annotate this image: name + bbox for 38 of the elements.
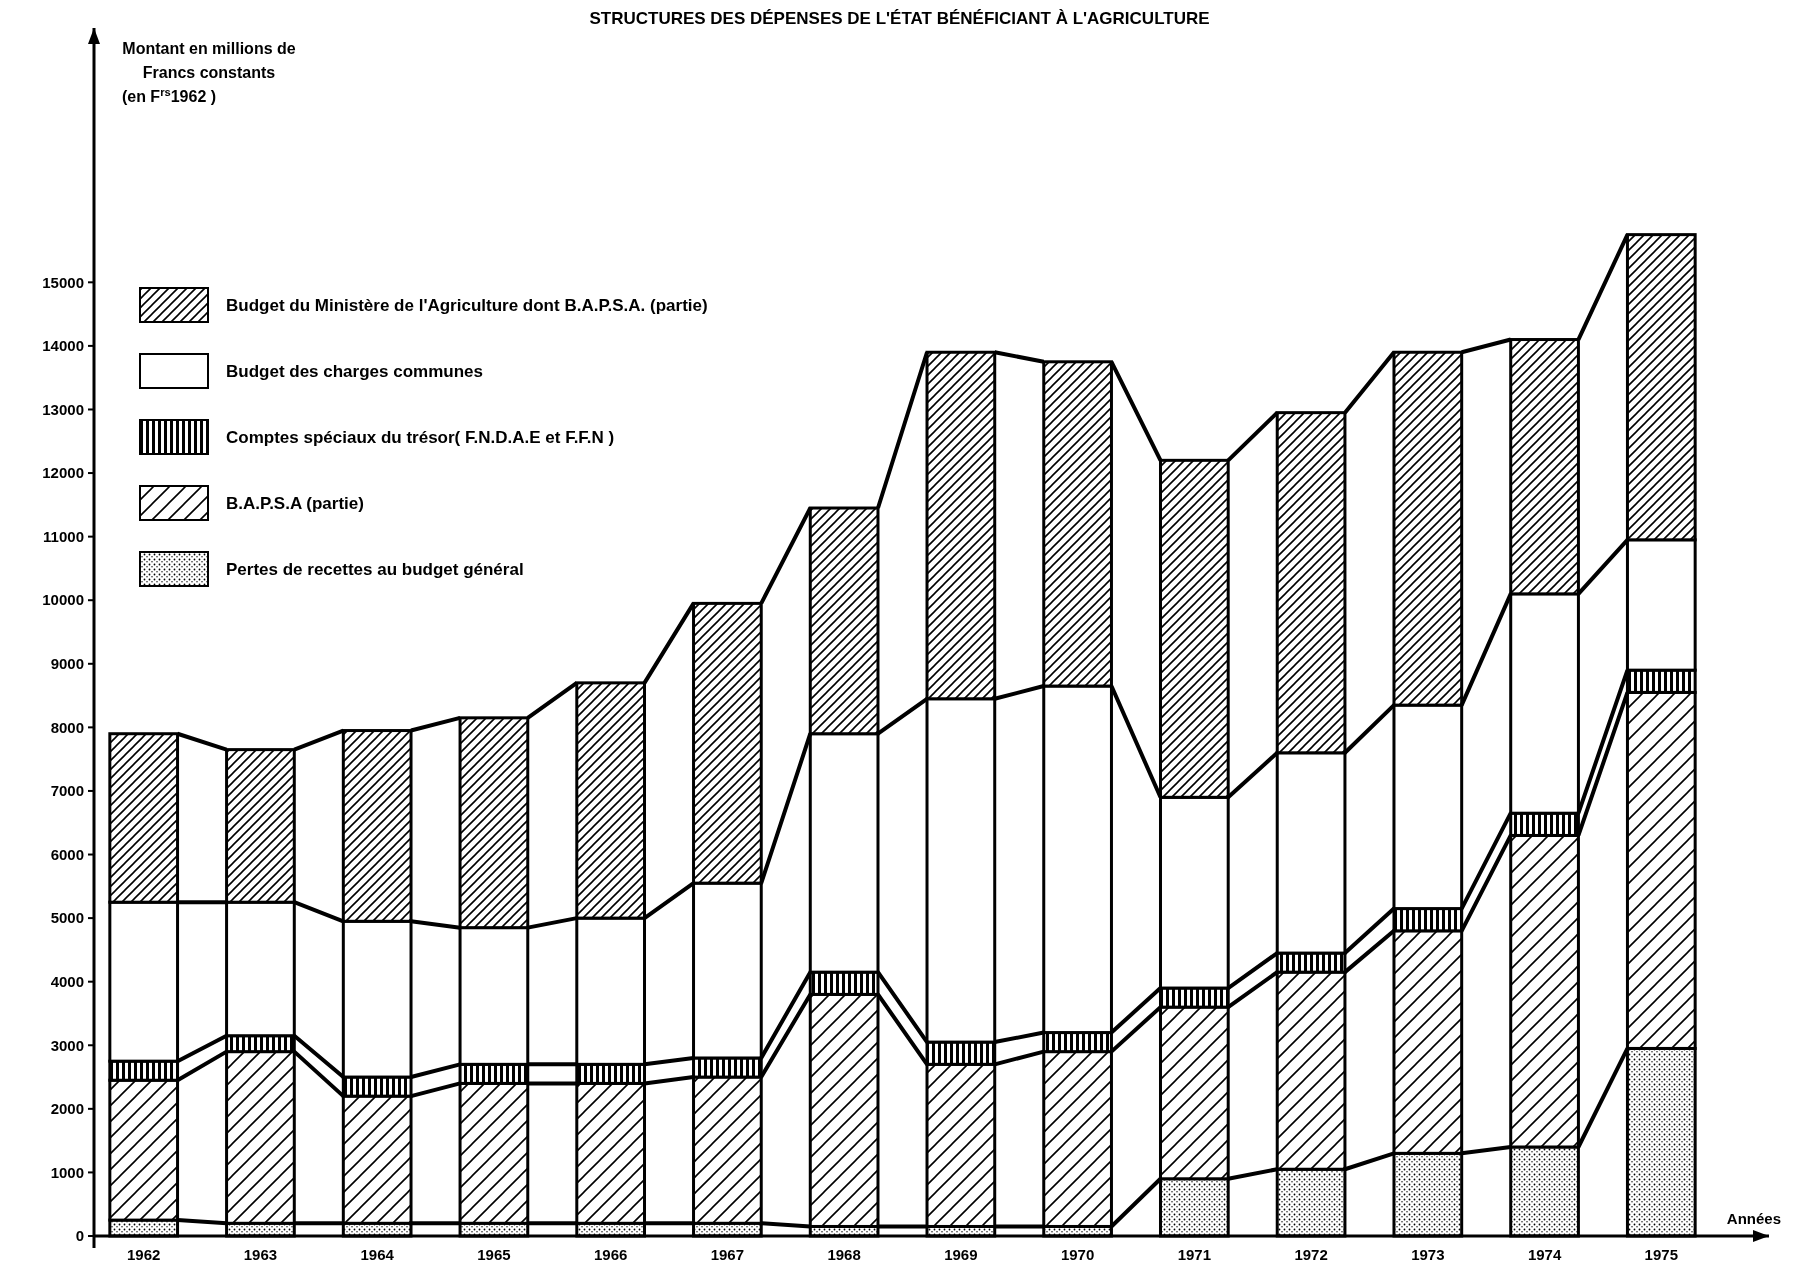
y-tick-label: 5000 bbox=[50, 909, 84, 927]
y-tick-label: 3000 bbox=[50, 1036, 84, 1054]
y-tick-label: 15000 bbox=[42, 273, 84, 291]
y-tick-label: 8000 bbox=[50, 718, 84, 736]
y-tick-label: 12000 bbox=[42, 464, 84, 482]
x-tick-label: 1972 bbox=[1294, 1246, 1328, 1263]
x-tick-label: 1964 bbox=[360, 1246, 395, 1263]
y-tick-label: 11000 bbox=[43, 527, 84, 545]
y-axis-title: Montant en millions de Francs constants (en F$^{rs}$1962 ) bbox=[121, 40, 296, 105]
y-tick-label: 6000 bbox=[50, 845, 84, 863]
y-tick-label: 0 bbox=[75, 1227, 84, 1245]
legend-label: Pertes de recettes au budget général bbox=[226, 559, 524, 579]
y-tick-label: 13000 bbox=[42, 400, 84, 418]
y-tick-label: 7000 bbox=[50, 782, 84, 800]
x-tick-label: 1973 bbox=[1411, 1246, 1445, 1263]
x-tick-label: 1965 bbox=[477, 1246, 511, 1263]
chart-title: STRUCTURES DES DÉPENSES DE L'ÉTAT BÉNÉFICIANT À L'AGRICULTURE bbox=[589, 9, 1210, 28]
y-tick-label: 2000 bbox=[50, 1100, 84, 1118]
y-tick-label: 10000 bbox=[42, 591, 84, 609]
x-tick-label: 1962 bbox=[127, 1246, 161, 1263]
y-tick-label: 4000 bbox=[50, 972, 84, 990]
x-tick-label: 1968 bbox=[827, 1246, 861, 1263]
x-tick-label: 1974 bbox=[1527, 1246, 1562, 1263]
x-tick-label: 1970 bbox=[1060, 1246, 1095, 1263]
y-tick-label: 1000 bbox=[50, 1163, 84, 1181]
legend-label: B.A.P.S.A (partie) bbox=[226, 493, 364, 513]
legend-label: Comptes spéciaux du trésor( F.N.D.A.E et F.F.N ) bbox=[226, 427, 615, 447]
y-tick-label: 9000 bbox=[50, 655, 84, 673]
x-tick-label: 1966 bbox=[593, 1246, 628, 1263]
legend-label: Budget des charges communes bbox=[226, 361, 483, 381]
y-tick-label: 14000 bbox=[42, 337, 84, 355]
x-tick-label: 1971 bbox=[1177, 1246, 1212, 1263]
legend-label: Budget du Ministère de l'Agriculture dont B.A.P.S.A. (partie) bbox=[226, 295, 708, 315]
x-tick-label: 1975 bbox=[1644, 1246, 1678, 1263]
x-tick-label: 1969 bbox=[944, 1246, 978, 1263]
x-tick-label: 1967 bbox=[710, 1246, 745, 1263]
x-axis-title: Années bbox=[1726, 1210, 1781, 1227]
x-tick-label: 1963 bbox=[243, 1246, 278, 1263]
